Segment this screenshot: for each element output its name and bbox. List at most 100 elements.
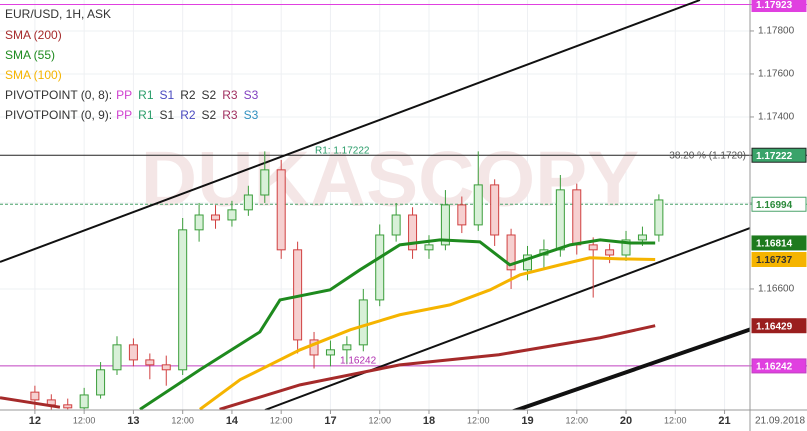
x-tick-label: 14 [226, 415, 239, 427]
candle-body [391, 214, 401, 236]
price-box [751, 196, 807, 212]
price-box [751, 235, 807, 251]
price-label: 1.16242 [756, 362, 793, 373]
candle-body [375, 234, 385, 301]
candle-body [128, 344, 138, 361]
pivot-item: S1 [160, 88, 175, 102]
pivot-item: PP [116, 108, 132, 122]
candle-body [194, 214, 204, 231]
levels [0, 4, 807, 367]
candle-body [490, 184, 500, 236]
x-tick-label: 20 [620, 415, 632, 427]
pivot-item: S3 [244, 108, 259, 122]
sma-line [0, 324, 656, 410]
legend-entry: SMA (55) [5, 48, 55, 62]
candle-body [325, 349, 335, 356]
x-tick-label: 12:00 [565, 415, 588, 425]
candle-body [637, 234, 647, 241]
candle-body [145, 359, 155, 366]
candle-body [358, 299, 368, 346]
price-label: 1.16737 [756, 255, 793, 266]
pivot-item: S2 [202, 88, 217, 102]
pivot-item: S2 [202, 108, 217, 122]
x-tick-label: 21 [718, 415, 730, 427]
candle-body [178, 229, 188, 371]
x-tick-label: 12:00 [368, 415, 391, 425]
pivot-item: R1 [138, 88, 154, 102]
candle-body [342, 344, 352, 351]
candle-body [440, 204, 450, 246]
candle-body [572, 189, 582, 246]
candle-body [408, 214, 418, 251]
x-tick-label: 13 [127, 415, 139, 427]
x-tick-label: 12:00 [270, 415, 293, 425]
y-tick-label: 1.16600 [758, 284, 795, 295]
x-tick-label: 12:00 [664, 415, 687, 425]
price-label: 1.17222 [756, 151, 793, 162]
pivot-item: R2 [180, 108, 196, 122]
legend-entry: SMA (100) [5, 68, 62, 82]
channel-lines [0, 0, 750, 410]
date-label: 21.09.2018 [755, 416, 805, 427]
r1-label: R1: 1.17222 [315, 146, 370, 157]
price-box [751, 0, 807, 13]
candle-body [96, 369, 106, 396]
price-label: 1.17923 [756, 0, 793, 11]
candle-body [506, 234, 516, 271]
price-box [751, 252, 807, 268]
legend: EUR/USD, 1H, ASK SMA (200) SMA (55) SMA (10… [5, 7, 259, 122]
pivot-item: PP [116, 88, 132, 102]
pivot-label: PIVOTPOINT (0, 9): [5, 108, 112, 122]
candle-body [112, 344, 122, 371]
fib-label: 38.20 % (1.1720) [669, 151, 746, 162]
candle-body [79, 394, 89, 409]
candle-body [555, 189, 565, 251]
candle-body [63, 404, 73, 409]
pivot-legend: PIVOTPOINT (0, 9): PP R1 S1 R2 S2 R3 S3 [5, 108, 259, 122]
candle-body [161, 364, 171, 371]
x-tick-label: 12:00 [171, 415, 194, 425]
x-tick-label: 17 [324, 415, 336, 427]
x-tick-label: 18 [423, 415, 435, 427]
chart-title: EUR/USD, 1H, ASK [5, 7, 111, 21]
candle-body [227, 209, 237, 221]
price-label: 1.16814 [756, 239, 793, 250]
s-label: 1.16242 [340, 356, 377, 367]
candle-body [654, 199, 664, 236]
axes: 12 12:00 13 12:00 14 12:00 17 12:00 18 12:00 19 12:… [29, 0, 807, 427]
x-tick-label: 19 [521, 415, 533, 427]
channel-line [510, 327, 750, 410]
candle-body [457, 204, 467, 226]
grid [0, 0, 750, 410]
candle-body [523, 254, 533, 271]
channel-line [0, 0, 701, 263]
pivot-legend: PIVOTPOINT (0, 8): PP R1 S1 R2 S2 R3 S3 [5, 88, 259, 102]
sma-line [139, 238, 656, 410]
sma-line [199, 256, 656, 410]
y-tick-label: 1.17800 [758, 26, 795, 37]
y-tick-label: 1.17400 [758, 112, 795, 123]
pivot-item: R2 [180, 88, 196, 102]
candle-body [243, 194, 253, 211]
pivot-item: R1 [138, 108, 154, 122]
candle-body [473, 184, 483, 226]
plot [0, 151, 664, 410]
pivot-item: R3 [222, 108, 238, 122]
candle-body [621, 239, 631, 256]
y-tick-label: 1.17600 [758, 69, 795, 80]
channel-line [264, 227, 750, 410]
pivot-item: S1 [160, 108, 175, 122]
pivot-label: PIVOTPOINT (0, 8): [5, 88, 112, 102]
x-tick-label: 12:00 [467, 415, 490, 425]
price-box [751, 358, 807, 374]
x-tick-label: 12:00 [73, 415, 96, 425]
pivot-item: R3 [222, 88, 238, 102]
candle-body [260, 169, 270, 196]
price-label: 1.16429 [756, 321, 793, 332]
price-box [751, 318, 807, 334]
candle-body [30, 391, 40, 401]
x-tick-label: 12 [29, 415, 41, 427]
pivot-item: S3 [244, 88, 259, 102]
